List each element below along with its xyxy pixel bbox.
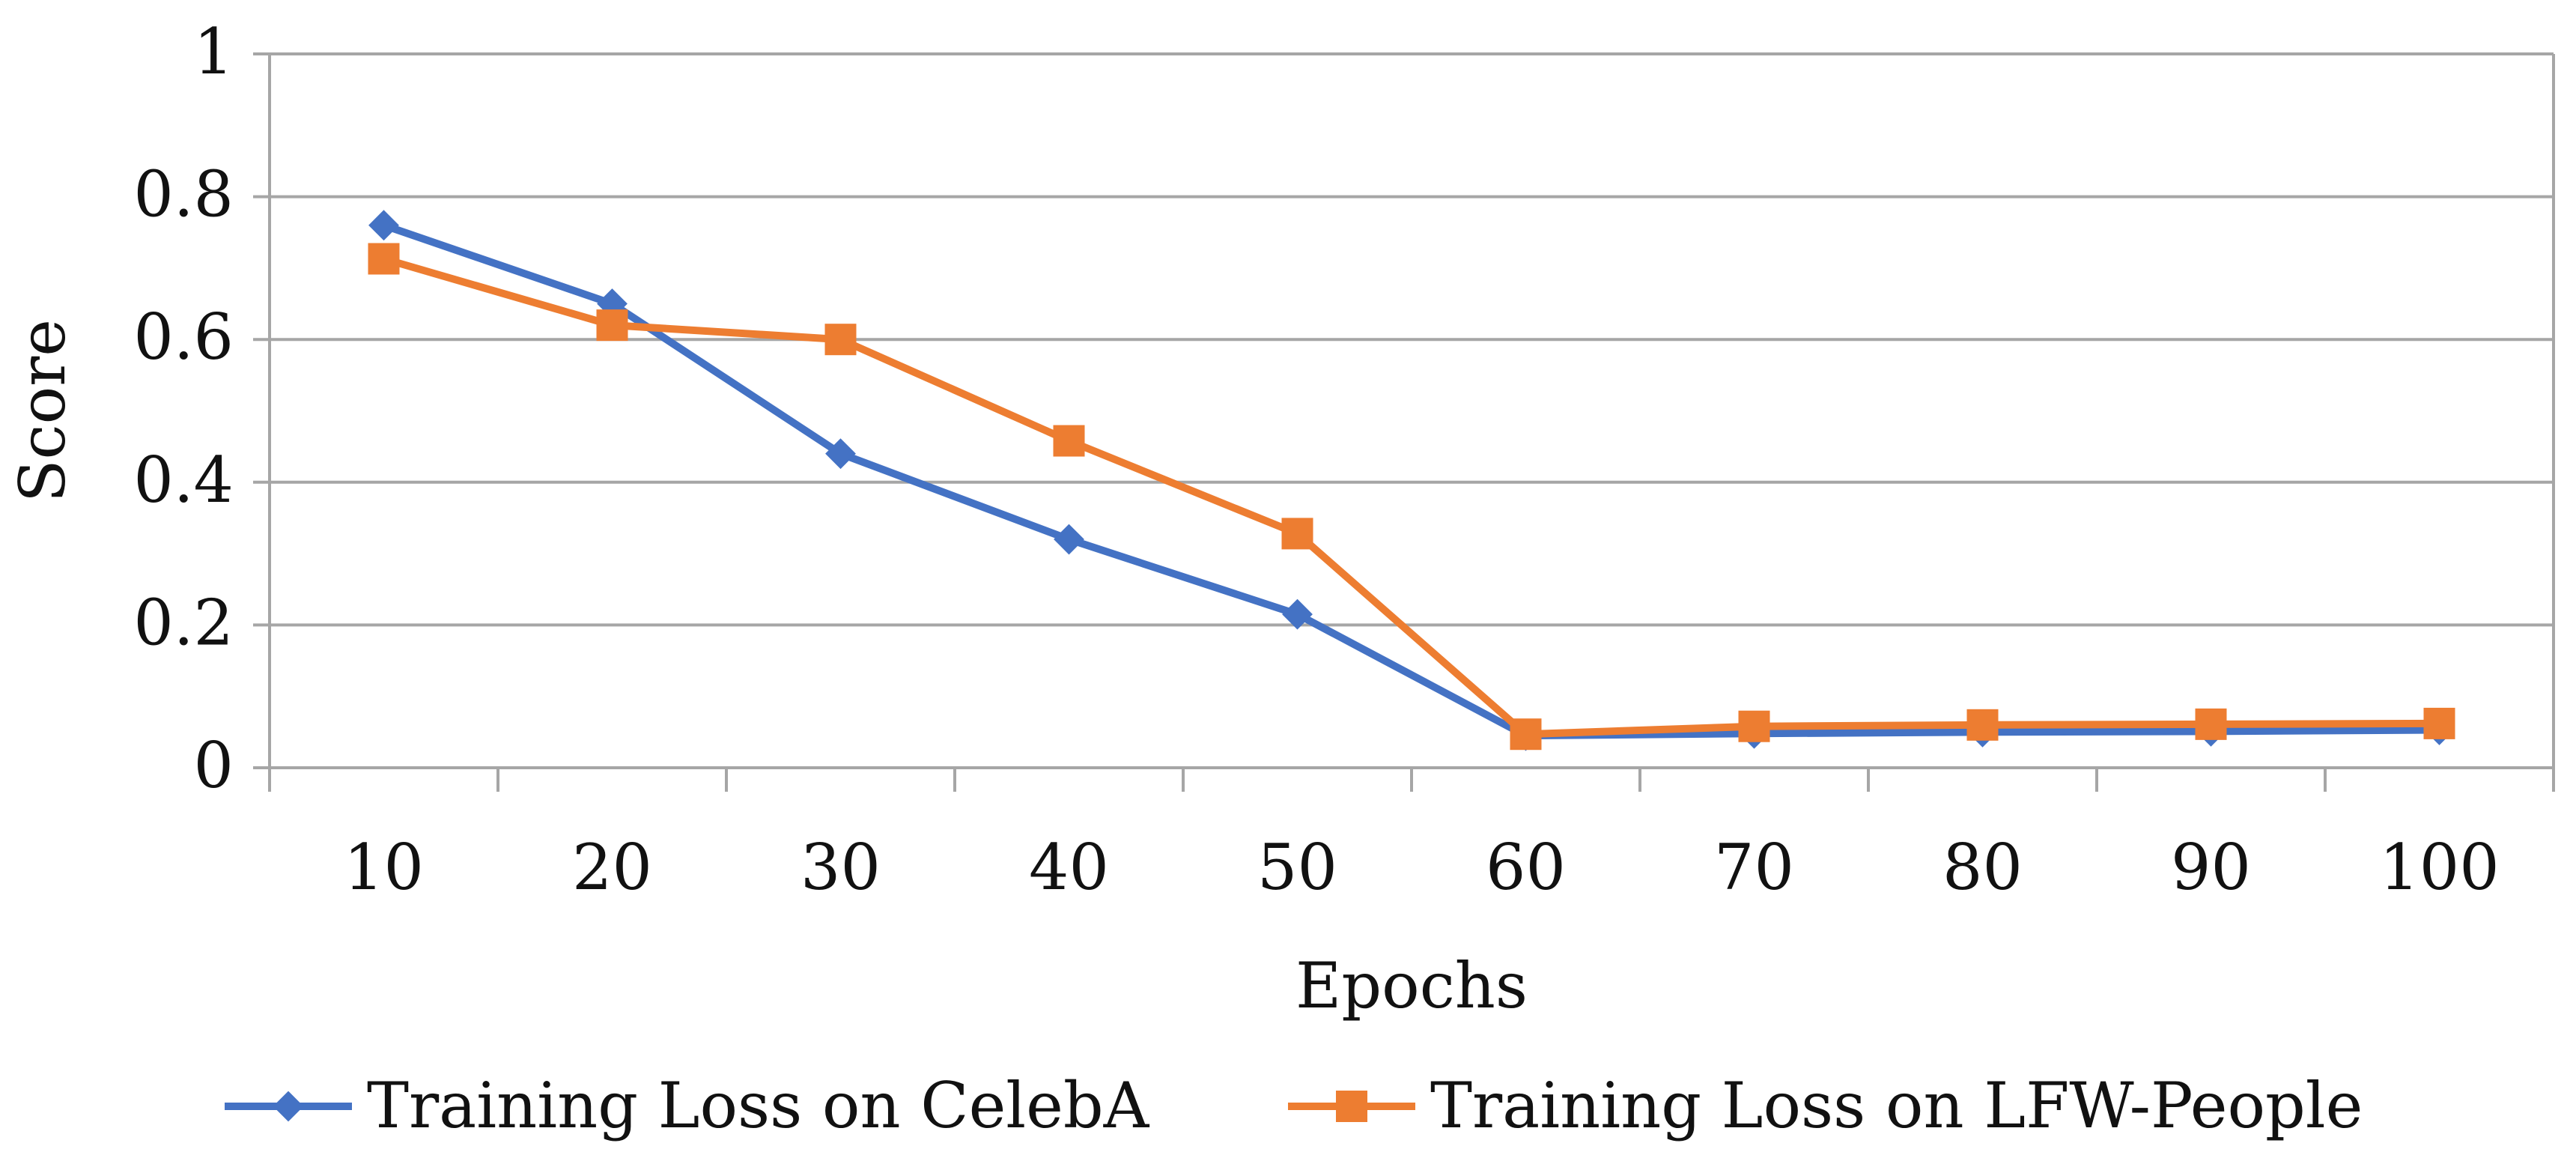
axes: 0 0.2 0.4 0.6 0.8 1 10 20 30 40 50 60 70 80 90 100: [133, 15, 2555, 904]
x-tick-label: 40: [1029, 831, 1109, 904]
legend-diamond-icon: [273, 1091, 304, 1122]
y-axis-label: Score: [6, 319, 79, 503]
legend-item: Training Loss on CelebA: [225, 1069, 1150, 1142]
square-marker: [2423, 707, 2455, 739]
labels: Score Epochs: [6, 319, 1528, 1022]
x-tick-label: 10: [344, 831, 424, 904]
x-tick-label: 100: [2379, 831, 2499, 904]
x-tick-label: 80: [1942, 831, 2023, 904]
square-marker: [596, 309, 628, 342]
diamond-marker: [368, 210, 399, 241]
y-tick-label: 0: [194, 729, 234, 802]
diamond-marker: [1282, 598, 1313, 630]
x-tick-label: 50: [1257, 831, 1337, 904]
legend-item: Training Loss on LFW-People: [1288, 1069, 2363, 1142]
legend-square-icon: [1336, 1091, 1367, 1122]
legend-label: Training Loss on CelebA: [367, 1069, 1150, 1142]
square-marker: [368, 243, 400, 275]
x-tick-label: 70: [1714, 831, 1794, 904]
square-marker: [2195, 708, 2227, 740]
square-marker: [1053, 425, 1085, 457]
diamond-marker: [825, 438, 856, 470]
y-tick-label: 0.6: [133, 300, 234, 374]
series: [368, 210, 2455, 751]
square-marker: [1510, 718, 1542, 751]
series-line: [380, 255, 2443, 739]
y-tick-label: 1: [194, 15, 234, 88]
x-tick-label: 60: [1486, 831, 1566, 904]
square-marker: [1738, 710, 1770, 742]
x-tick-label: 20: [572, 831, 652, 904]
y-tick-label: 0.2: [133, 586, 234, 659]
y-tick-label: 0.8: [133, 158, 234, 231]
series-line: [380, 221, 2443, 740]
series-1: [368, 210, 2455, 751]
diamond-marker: [1054, 524, 1084, 555]
legend: Training Loss on CelebA Training Loss on …: [225, 1069, 2363, 1142]
square-marker: [1281, 518, 1313, 550]
gridlines: [270, 52, 2555, 768]
square-marker: [1966, 709, 1999, 741]
square-marker: [824, 324, 857, 356]
x-tick-label: 90: [2171, 831, 2251, 904]
x-axis-label: Epochs: [1295, 949, 1528, 1022]
y-tick-label: 0.4: [133, 443, 234, 517]
legend-label: Training Loss on LFW-People: [1430, 1069, 2363, 1142]
series-2: [368, 243, 2455, 751]
x-tick-label: 30: [801, 831, 881, 904]
